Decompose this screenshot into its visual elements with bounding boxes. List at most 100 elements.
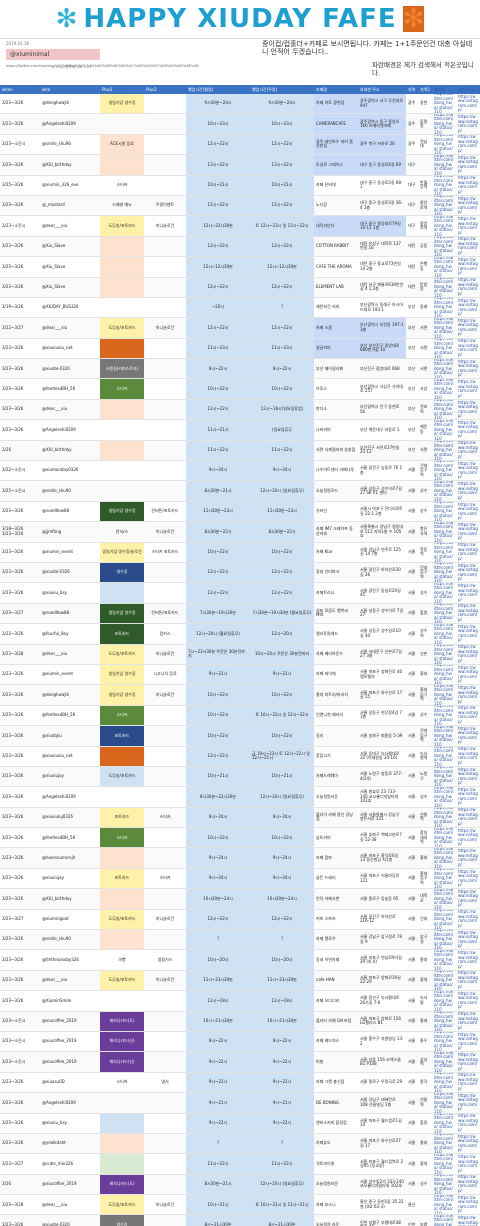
table-row[interactable]: 3/25~3/26 @xiumin_326_eve 스티커 10시~21시 10시~21… <box>0 175 480 196</box>
cell-insta-link[interactable]: https://www.instagram.com/p/ <box>458 726 478 745</box>
cell-insta-link[interactable]: https://www.instagram.com/p/ <box>458 950 478 969</box>
cell-insta-link[interactable]: https://www.instagram.com/p/ <box>458 1195 478 1214</box>
cell-tweet-link[interactable]: https://twitter.com/ dong_hwa/ status/11… <box>434 930 454 950</box>
table-row[interactable]: 3/23~3/26 @xiuxiuxiu_net 12시~22시 금 19시~23시 … <box>0 746 480 767</box>
table-row[interactable]: 3/23~3/26 @dear___xiu 12시~22시 12시~18시(일요일휴업… <box>0 399 480 421</box>
cell-tweet-link[interactable]: https://twitter.com/ dong_hwa/ status/11… <box>434 298 454 318</box>
cell-insta-link[interactable]: https://www.instagram.com/p/ <box>458 1072 478 1091</box>
cell-insta-link[interactable]: https://www.instagram.com/p/ <box>458 1133 478 1153</box>
cell-tweet-link[interactable]: https://twitter.com/ dong_hwa/ status/11… <box>434 971 454 991</box>
table-row[interactable]: 3/22~3/27 @dear___xiu 도무송/포토카드 미니슬로건 12시~22시… <box>0 318 480 339</box>
table-row[interactable]: 3/23~3/26 @xiudal-0326 영수증 12시~22시 12시~22시 강대… <box>0 562 480 584</box>
cell-tweet-link[interactable]: https://twitter.com/ dong_hwa/ status/11… <box>434 828 454 848</box>
cell-tweet-link[interactable]: https://twitter.com/ dong_hwa/ status/11… <box>434 726 454 746</box>
cell-tweet-link[interactable]: https://twitter.com/ dong_hwa/ status/11… <box>434 950 454 970</box>
cell-insta-link[interactable]: https://www.instagram.com/p/ <box>458 318 478 337</box>
cell-insta-link[interactable]: https://www.instagram.com/p/ <box>458 1011 478 1030</box>
cell-tweet-link[interactable]: https://twitter.com/ dong_hwa/ status/11… <box>434 155 454 175</box>
cell-tweet-link[interactable]: https://twitter.com/ dong_hwa/ status/11… <box>434 1215 454 1226</box>
cell-insta-link[interactable]: https://www.instagram.com/p/ <box>458 257 478 276</box>
cell-insta-link[interactable]: https://www.instagram.com/p/ <box>458 542 478 561</box>
table-row[interactable]: 3/23~3/26 @Angeleshi0209 11시~21시 (일요일휴무 나비커피… <box>0 420 480 441</box>
cell-tweet-link[interactable]: https://twitter.com/ dong_hwa/ status/11… <box>434 379 454 399</box>
cell-insta-link[interactable]: https://www.instagram.com/p/ <box>458 399 478 419</box>
table-row[interactable]: 3/23~3/26 @fmthroosday326 미뽕 엽핑기스 10시~20시 10시… <box>0 950 480 971</box>
cell-tweet-link[interactable]: https://twitter.com/ dong_hwa/ status/11… <box>434 318 454 338</box>
cell-tweet-link[interactable]: https://twitter.com/ dong_hwa/ status/11… <box>434 889 454 909</box>
cell-insta-link[interactable]: https://www.instagram.com/p/ <box>458 624 478 643</box>
cell-tweet-link[interactable]: https://twitter.com/ dong_hwa/ status/11… <box>434 1175 454 1195</box>
table-row[interactable]: 3/23~3/26 @xiudajiu 포토카드 10시~22시 10시~22시 일리 서울… <box>0 726 480 747</box>
table-row[interactable]: 3/23~3/26 @xiuxiu_bsy 12시~22시 12시~22시 카페트리니 서… <box>0 583 480 604</box>
cell-tweet-link[interactable]: https://twitter.com/ dong_hwa/ status/11… <box>434 1195 454 1215</box>
cell-insta-link[interactable]: https://www.instagram.com/p/ <box>458 685 478 704</box>
table-row[interactable]: 3/18~3/26 3/23~3/26 @jjmfting 연서/스 미니슬로건 8시3… <box>0 522 480 543</box>
cell-insta-link[interactable]: https://www.instagram.com/p/ <box>458 522 478 541</box>
cell-insta-link[interactable]: https://www.instagram.com/p/ <box>458 175 478 194</box>
cell-tweet-link[interactable]: https://twitter.com/ dong_hwa/ status/11… <box>434 257 454 277</box>
table-row[interactable]: 3/23~소진시 @xiucoffee_2019 체리니카드(도) 10시~21시30… <box>0 1011 480 1032</box>
column-header[interactable]: Plus1 <box>102 87 113 92</box>
table-row[interactable]: 3/23~3/26 @Xiu_Slave 12시~22시 12시~22시 ELEMENT… <box>0 277 480 298</box>
cell-insta-link[interactable]: https://www.instagram.com/p/ <box>458 991 478 1010</box>
cell-tweet-link[interactable]: https://twitter.com/ dong_hwa/ status/11… <box>434 1154 454 1174</box>
table-row[interactable]: 3/23~3/26 @feeltexdBH_56 스티커 10시~22시 10시~22시… <box>0 379 480 400</box>
table-row[interactable]: 3/23~3/26 @XiuminSmile 12시~18시 12시~18시 카페 오디… <box>0 991 480 1012</box>
cell-tweet-link[interactable]: https://twitter.com/ dong_hwa/ status/11… <box>434 481 454 501</box>
cell-insta-link[interactable]: https://www.instagram.com/p/ <box>458 216 478 235</box>
table-row[interactable]: 3/23~3/26 @donghwajiti 생일기념 영수증 미니슬로건 10시~22… <box>0 685 480 706</box>
column-header[interactable]: when <box>2 87 13 92</box>
table-row[interactable]: 3/23~3/26 @xiudal-0326 스텐실(카피스트카) 8시~22시 8시~… <box>0 359 480 380</box>
cell-tweet-link[interactable]: https://twitter.com/ dong_hwa/ status/11… <box>434 787 454 807</box>
cell-insta-link[interactable]: https://www.instagram.com/p/ <box>458 868 478 888</box>
cell-tweet-link[interactable]: https://twitter.com/ dong_hwa/ status/11… <box>434 747 454 766</box>
cell-insta-link[interactable]: https://www.instagram.com/p/ <box>458 930 478 949</box>
cell-insta-link[interactable]: https://www.instagram.com/p/ <box>458 1154 478 1173</box>
cell-insta-link[interactable]: https://www.instagram.com/p/ <box>458 155 478 174</box>
table-row[interactable]: 3/23~3/26 @xiuxiujay 포토카드 스티커 9시~24시 9시~24시 골든… <box>0 868 480 890</box>
cell-tweet-link[interactable]: https://twitter.com/ dong_hwa/ status/11… <box>434 94 454 114</box>
table-row[interactable]: 3/23~소진시 @dear___xiu 도무송/포토카드 미니슬로건 12시~22시3… <box>0 216 480 237</box>
cell-tweet-link[interactable]: https://twitter.com/ dong_hwa/ status/11… <box>434 767 454 787</box>
table-row[interactable]: 3/23~3/27 @xiumingoat 도무송/포토카드 미니슬로건 12시~22시… <box>0 909 480 931</box>
cell-insta-link[interactable]: https://www.instagram.com/p/ <box>458 134 478 153</box>
cell-insta-link[interactable]: https://www.instagram.com/p/ <box>458 481 478 500</box>
column-header[interactable]: 자세히 <box>434 87 446 92</box>
cell-tweet-link[interactable]: https://twitter.com/ dong_hwa/ status/11… <box>434 543 454 562</box>
cell-tweet-link[interactable]: https://twitter.com/ dong_hwa/ status/11… <box>434 1114 454 1133</box>
cell-insta-link[interactable]: https://www.instagram.com/p/ <box>458 1031 478 1051</box>
cell-tweet-link[interactable]: https://twitter.com/ dong_hwa/ status/11… <box>434 1093 454 1113</box>
table-row[interactable]: 3/23~3/26 @hoenxiuminsjh 9시~24시 9시~24시 카페 팝파… <box>0 848 480 869</box>
cell-insta-link[interactable]: https://www.instagram.com/p/ <box>458 1093 478 1112</box>
cell-tweet-link[interactable]: https://twitter.com/ dong_hwa/ status/11… <box>434 114 454 134</box>
table-row[interactable]: 3/23~3/26 @Xiu_Slave 12시~22시 12시~22시 COTTON … <box>0 236 480 258</box>
cell-insta-link[interactable]: https://www.instagram.com/p/ <box>458 766 478 786</box>
table-row[interactable]: 3/23~3/26 @xiuasu0D 스티커 엽서 9시~22시 9시~22시 카페 그랜… <box>0 1072 480 1094</box>
table-row[interactable]: 3/23~3/26 @xiuxiuxiu_net 11시~23시 11시~23시 청글커… <box>0 338 480 360</box>
column-header[interactable]: who <box>42 87 51 92</box>
cell-insta-link[interactable]: https://www.instagram.com/p/ <box>458 501 478 520</box>
cell-insta-link[interactable]: https://www.instagram.com/p/ <box>458 277 478 296</box>
cell-insta-link[interactable]: https://www.instagram.com/p/ <box>458 828 478 847</box>
cell-tweet-link[interactable]: https://twitter.com/ dong_hwa/ status/11… <box>434 706 454 726</box>
column-header[interactable]: 자세한 주소 <box>360 87 380 92</box>
table-row[interactable]: 3/23~3/26 @dear___xiu 도무송/포토카드 미니슬로건 11시~23시… <box>0 970 480 992</box>
cell-tweet-link[interactable]: https://twitter.com/ dong_hwa/ status/11… <box>434 339 454 359</box>
cell-tweet-link[interactable]: https://twitter.com/ dong_hwa/ status/11… <box>434 685 454 705</box>
cell-insta-link[interactable]: https://www.instagram.com/p/ <box>458 236 478 255</box>
table-row[interactable]: 3/22~3/26 @fourful_8oy 포토카드 컵커스 12시~20시 (월요일… <box>0 624 480 645</box>
cell-tweet-link[interactable]: https://twitter.com/ dong_hwa/ status/11… <box>434 359 454 379</box>
table-row[interactable]: 3/23~3/26 @smile_shu90?? 카페 엘로우 서울 강남구 압구정로… <box>0 930 480 951</box>
cell-insta-link[interactable]: https://www.instagram.com/p/ <box>458 440 478 459</box>
table-row[interactable]: 3/23~3/28 @dear___xiu 도무송/포토카드 미니슬로건 10시~21시… <box>0 1195 480 1216</box>
table-row[interactable]: 3/23~3/26 @Angeleshi0209 10시~23시 10시~23시 CAM… <box>0 114 480 135</box>
cell-tweet-link[interactable]: https://twitter.com/ dong_hwa/ status/11… <box>434 808 454 828</box>
cell-insta-link[interactable]: https://www.instagram.com/p/ <box>458 787 478 806</box>
cell-insta-link[interactable]: https://www.instagram.com/p/ <box>458 114 478 133</box>
table-row[interactable]: 3/23~3/26 @XIU_birthday 13시~22시 13시~22시 토성로 … <box>0 155 480 176</box>
table-row[interactable]: 3/23~3/28 @dear___xiu 도무송/포토카드 미니슬로건 7시~23시3… <box>0 644 480 665</box>
table-row[interactable]: 3/19~3/26 @XIUDAY_BUS326 ~20시? 제민보건 커피 부산광역시… <box>0 297 480 319</box>
cell-tweet-link[interactable]: https://twitter.com/ dong_hwa/ status/11… <box>434 1052 454 1072</box>
table-row[interactable]: 3/23~3/26 @xiudal-0326 영수증 8시~21시30분 8시~21시3… <box>0 1215 480 1226</box>
table-row[interactable]: 3/23~3/26 @yeolkdaht?? 카페뷰오 서울 마포구 와우산로27길 … <box>0 1133 480 1155</box>
